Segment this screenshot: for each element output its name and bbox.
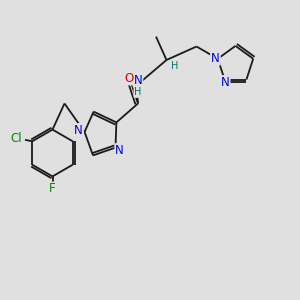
Text: N: N [134,74,142,87]
Text: H: H [171,61,178,71]
Text: F: F [49,182,56,196]
Text: N: N [221,76,230,89]
Text: Cl: Cl [11,132,22,145]
Text: N: N [211,52,220,65]
Text: H: H [134,87,142,97]
Text: N: N [115,144,124,157]
Text: O: O [124,71,134,85]
Text: N: N [74,124,83,137]
